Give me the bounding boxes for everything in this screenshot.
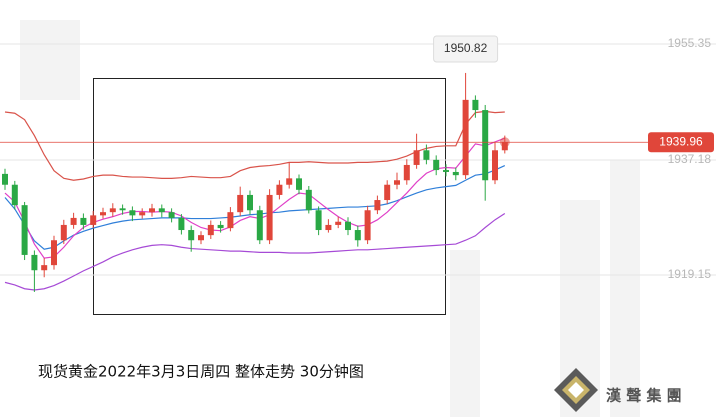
candle-body bbox=[286, 178, 293, 185]
y-tick-label: 1955.35 bbox=[668, 36, 712, 50]
candle-body bbox=[2, 173, 8, 185]
candle-body bbox=[413, 150, 420, 165]
max-label-box bbox=[433, 35, 499, 63]
candle-body bbox=[276, 184, 283, 195]
last-price-label: 1939.96 bbox=[659, 134, 703, 148]
brand-logo bbox=[554, 368, 598, 412]
candle-body bbox=[178, 217, 185, 231]
candle-body bbox=[247, 194, 253, 211]
candle-body bbox=[305, 189, 312, 211]
candle-body bbox=[452, 171, 459, 176]
candle-body bbox=[129, 210, 136, 216]
candle-body bbox=[198, 235, 204, 241]
candle-body bbox=[364, 210, 371, 241]
candle-body bbox=[335, 221, 342, 225]
candle-body bbox=[315, 210, 322, 231]
overlay-line bbox=[4, 212, 506, 291]
brand-name: 漢 聲 集 團 bbox=[606, 387, 682, 405]
overlay-line bbox=[4, 165, 506, 250]
candle-body bbox=[11, 184, 18, 206]
watermark bbox=[20, 20, 640, 417]
candle-body bbox=[70, 217, 77, 225]
candle-body bbox=[325, 224, 332, 231]
max-label: 1950.82 bbox=[444, 41, 488, 55]
candle-body bbox=[492, 150, 498, 181]
candle-body bbox=[433, 159, 440, 171]
candle-body bbox=[188, 230, 195, 241]
candle-body bbox=[443, 170, 449, 172]
candle-body bbox=[217, 224, 224, 229]
candle-body bbox=[374, 200, 381, 211]
candle-body bbox=[119, 208, 126, 211]
candle-body bbox=[51, 240, 57, 266]
candle-body bbox=[207, 224, 214, 236]
candle-body bbox=[60, 224, 67, 241]
y-tick-label: 1919.15 bbox=[668, 267, 712, 281]
candle-body bbox=[21, 205, 28, 255]
candle-body bbox=[256, 210, 263, 241]
caption: 现货黄金2022年3月3日周四 整体走势 30分钟图 bbox=[38, 363, 364, 381]
candle-body bbox=[227, 212, 234, 229]
candle-body bbox=[109, 208, 116, 213]
candle-body bbox=[472, 99, 479, 111]
candle-body bbox=[41, 265, 48, 271]
candle-body bbox=[296, 178, 302, 190]
candle-body bbox=[354, 230, 361, 241]
overlay-line bbox=[4, 110, 505, 181]
candle-body bbox=[462, 99, 469, 176]
candle-body bbox=[482, 110, 489, 181]
candle-body bbox=[168, 212, 175, 218]
plot: 1955.35 1937.18 1919.15 1939.96 1950.82 bbox=[0, 35, 716, 292]
overlay-line bbox=[4, 137, 506, 259]
candle-body bbox=[139, 212, 146, 216]
candle-body bbox=[90, 215, 97, 225]
candle-body bbox=[394, 180, 400, 185]
candle-body bbox=[345, 221, 351, 231]
candle-body bbox=[423, 150, 430, 160]
last-price-dot bbox=[499, 137, 510, 148]
candle-body bbox=[80, 217, 87, 225]
candle-body bbox=[149, 208, 155, 213]
candle-body bbox=[158, 208, 165, 213]
candle-body bbox=[384, 184, 391, 201]
candle-body bbox=[100, 212, 106, 216]
candle-body bbox=[266, 194, 273, 241]
last-price-box bbox=[648, 132, 714, 153]
candle-body bbox=[403, 164, 410, 181]
y-tick-label: 1937.18 bbox=[668, 152, 712, 166]
candle-body bbox=[237, 194, 244, 213]
highlight-box bbox=[93, 78, 446, 315]
candle-body bbox=[31, 254, 38, 271]
